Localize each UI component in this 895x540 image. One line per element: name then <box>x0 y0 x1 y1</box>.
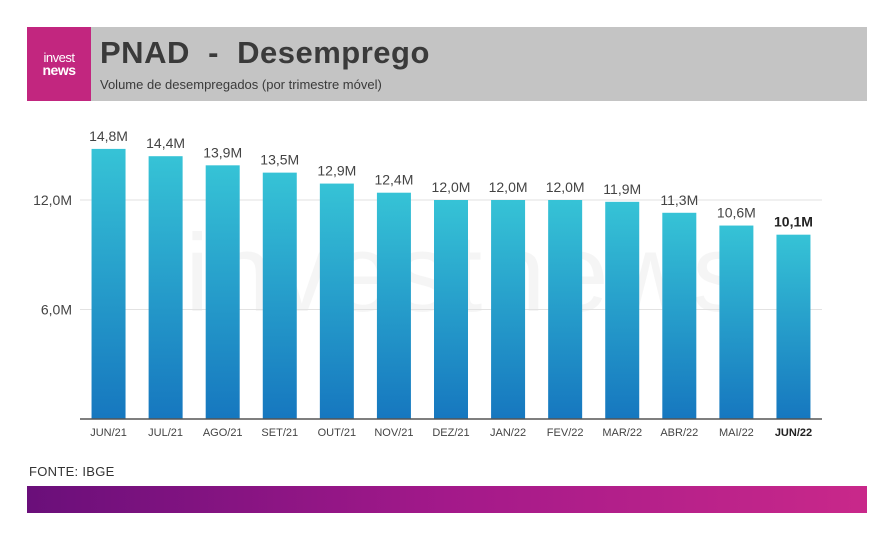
x-tick-label: JUL/21 <box>148 427 183 439</box>
data-labels: 14,8M 14,4M 13,9M 13,5M 12,9M 12,4M 12,0M 12,0M… <box>89 128 813 230</box>
x-tick-label: SET/21 <box>261 427 298 439</box>
footer-gradient-bar <box>27 486 867 513</box>
bar-JUL/21 <box>148 156 183 419</box>
bar-MAR/22 <box>605 201 640 419</box>
x-tick-label: OUT/21 <box>318 427 357 439</box>
bar-AGO/21 <box>205 165 240 419</box>
data-label: 10,6M <box>717 205 756 221</box>
axes: 6,0M 12,0M JUN/21 JUL/21 AGO/21 SET/21 OUT/21 N… <box>33 192 822 439</box>
bar-DEZ/21 <box>434 200 468 419</box>
investnews-logo: invest news <box>27 27 91 101</box>
bar-NOV/21 <box>376 192 411 419</box>
x-tick-label: NOV/21 <box>374 427 413 439</box>
data-label: 13,5M <box>260 152 299 168</box>
bar-FEV/22 <box>548 200 583 419</box>
data-label: 12,0M <box>489 179 528 195</box>
bar-OUT/21 <box>319 183 354 419</box>
bar-JUN/22 <box>776 234 811 419</box>
data-label: 11,9M <box>603 181 641 197</box>
bar-MAI/22 <box>719 225 754 419</box>
data-label: 13,9M <box>203 144 242 160</box>
x-tick-label: MAI/22 <box>719 427 754 439</box>
x-tick-label: FEV/22 <box>547 427 584 439</box>
x-tick-label: JAN/22 <box>490 427 526 439</box>
bar-JUN/21 <box>91 148 126 419</box>
data-label: 12,0M <box>432 179 471 195</box>
data-label: 11,3M <box>660 192 698 208</box>
y-tick-label: 12,0M <box>33 192 72 208</box>
chart-title: PNAD - Desemprego <box>100 35 430 70</box>
source-note: FONTE: IBGE <box>29 464 115 479</box>
x-tick-label: AGO/21 <box>203 427 243 439</box>
data-label: 12,9M <box>317 163 356 179</box>
logo-text-invest: invest <box>43 50 75 65</box>
data-label: 14,8M <box>89 128 128 144</box>
chart-subtitle: Volume de desempregados (por trimestre m… <box>100 77 382 92</box>
x-tick-label: MAR/22 <box>602 427 642 439</box>
bar-chart: 14,8M 14,4M 13,9M 13,5M 12,9M 12,4M 12,0M 12,0M… <box>33 128 822 439</box>
x-tick-label: ABR/22 <box>660 427 698 439</box>
y-tick-label: 6,0M <box>41 302 72 318</box>
bars <box>91 148 811 419</box>
bar-SET/21 <box>262 172 297 419</box>
data-label: 12,0M <box>546 179 585 195</box>
data-label: 12,4M <box>374 172 413 188</box>
bar-ABR/22 <box>662 212 697 419</box>
bar-JAN/22 <box>491 200 526 419</box>
chart-header: invest news PNAD - Desemprego Volume de … <box>27 27 867 101</box>
logo-text-news: news <box>42 62 76 78</box>
x-tick-label: JUN/22 <box>775 427 812 439</box>
data-label: 10,1M <box>774 214 813 230</box>
x-tick-label: JUN/21 <box>90 427 127 439</box>
x-tick-label: DEZ/21 <box>432 427 469 439</box>
data-label: 14,4M <box>146 135 185 151</box>
